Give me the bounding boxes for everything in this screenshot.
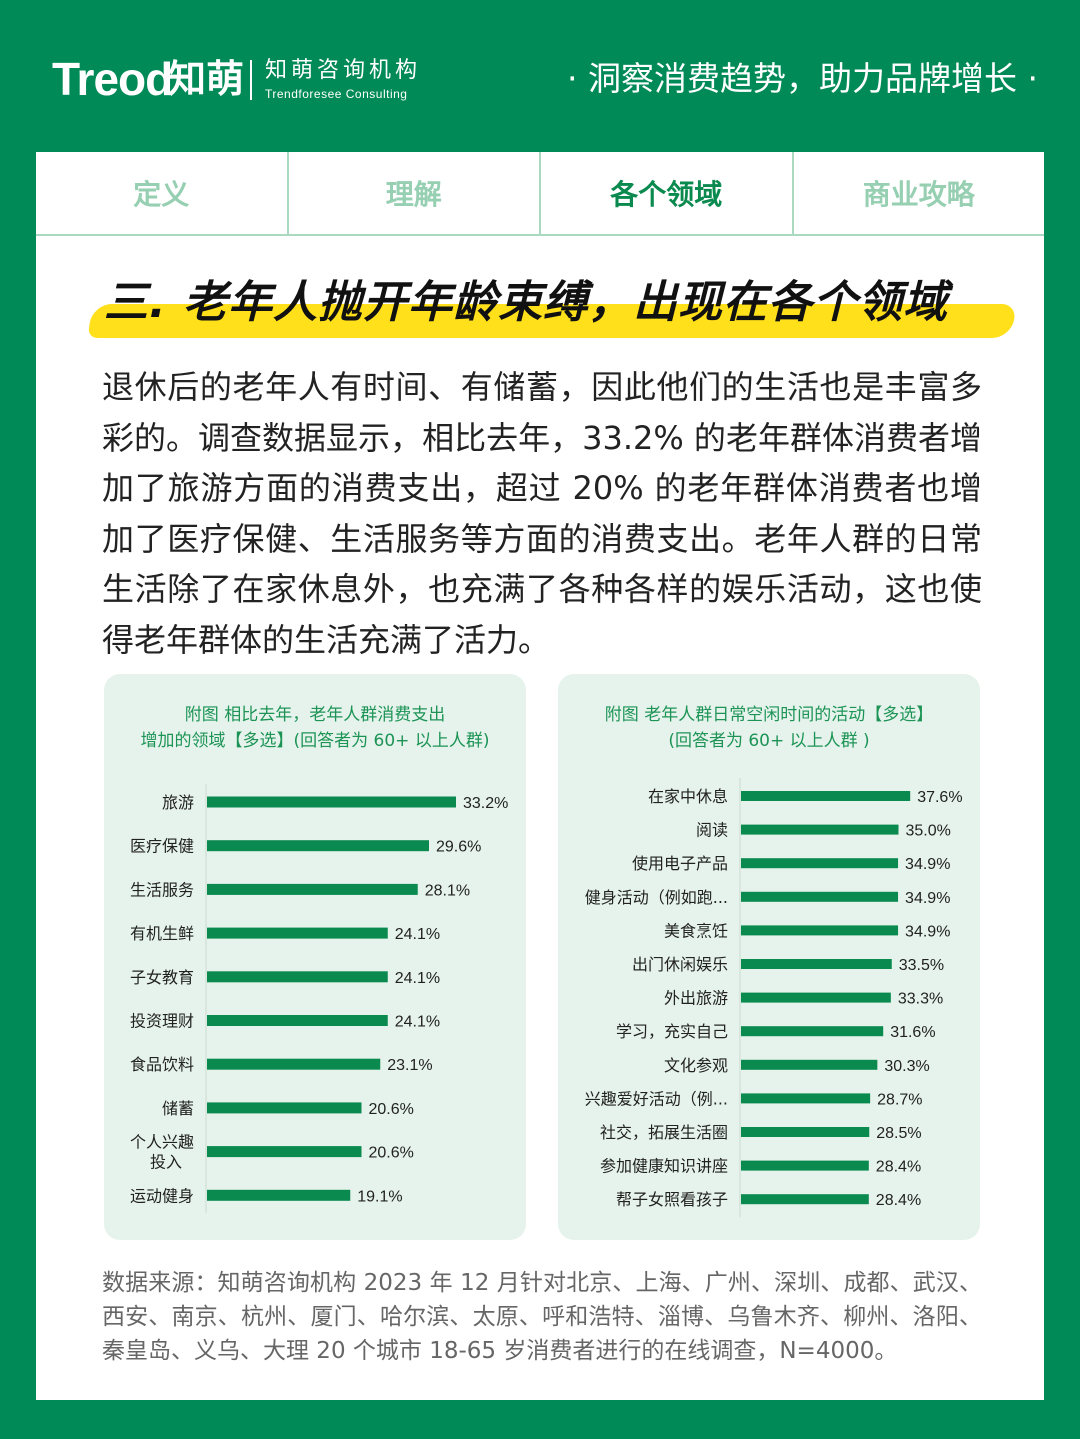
chart-panel-leisure: 附图 老年人群日常空闲时间的活动【多选】 (回答者为 60+ 以上人群 ) 在家…	[558, 674, 980, 1240]
bar	[207, 1102, 362, 1114]
category-label: 阅读	[696, 821, 728, 840]
data-source-note: 数据来源：知萌咨询机构 2023 年 12 月针对北京、上海、广州、深圳、成都、…	[102, 1270, 982, 1364]
tab-business-strategy[interactable]: 商业攻略	[862, 178, 975, 211]
value-label: 20.6%	[369, 1145, 414, 1162]
bar	[207, 840, 429, 852]
value-label: 19.1%	[357, 1188, 402, 1205]
category-label: 帮子女照看孩子	[616, 1190, 728, 1209]
value-label: 34.9%	[905, 890, 950, 907]
category-label: 运动健身	[130, 1186, 194, 1205]
category-label: 出门休闲娱乐	[632, 955, 728, 974]
category-label: 旅游	[162, 793, 194, 812]
tab-bar: 定义 理解 各个领域 商业攻略	[36, 152, 1044, 236]
category-label: 使用电子产品	[632, 854, 728, 873]
value-label: 33.5%	[899, 957, 944, 974]
slogan: · 洞察消费趋势，助力品牌增长 ·	[567, 59, 1038, 98]
bar	[741, 1093, 871, 1104]
bar	[741, 791, 911, 801]
value-label: 34.9%	[905, 923, 950, 940]
bar	[207, 1146, 362, 1158]
bar	[741, 1059, 878, 1070]
section-title-block: 三. 老年人抛开年龄束缚，出现在各个领域	[36, 264, 1044, 364]
bar	[207, 883, 418, 895]
value-label: 24.1%	[395, 926, 440, 943]
value-label: 33.2%	[463, 795, 508, 812]
value-label: 29.6%	[436, 839, 481, 856]
content-card: 定义 理解 各个领域 商业攻略 三. 老年人抛开年龄束缚，出现在各个领域 退休后…	[36, 152, 1044, 1400]
category-label: 外出旅游	[664, 989, 728, 1008]
value-label: 20.6%	[369, 1101, 414, 1118]
category-label: 储蓄	[162, 1099, 194, 1118]
chart-title-leisure: 附图 老年人群日常空闲时间的活动【多选】 (回答者为 60+ 以上人群 )	[568, 702, 970, 754]
value-label: 23.1%	[387, 1057, 432, 1074]
category-label: 个人兴趣投入	[130, 1133, 194, 1172]
brand-logo-en: Treod	[52, 53, 173, 105]
value-label: 33.3%	[898, 991, 943, 1008]
bar	[207, 1189, 351, 1201]
org-name-cn: 知萌咨询机构	[265, 58, 422, 83]
value-label: 24.1%	[395, 1014, 440, 1031]
chart-title-line1: 附图 老年人群日常空闲时间的活动【多选】	[604, 705, 934, 725]
bar	[207, 796, 456, 808]
chart-panel-spending: 附图 相比去年，老年人群消费支出 增加的领域【多选】(回答者为 60+ 以上人群…	[104, 674, 526, 1240]
org-name-en: Trendforesee Consulting	[265, 87, 408, 101]
value-label: 28.4%	[876, 1192, 921, 1209]
category-label: 子女教育	[130, 968, 194, 987]
bar	[741, 1194, 869, 1205]
category-label: 生活服务	[130, 880, 194, 899]
bar	[207, 1058, 381, 1070]
value-label: 31.6%	[890, 1024, 935, 1041]
value-label: 34.9%	[905, 856, 950, 873]
category-label: 在家中休息	[648, 787, 728, 806]
category-label: 美食烹饪	[664, 921, 728, 940]
bar	[741, 1127, 870, 1137]
chart-title-spending: 附图 相比去年，老年人群消费支出 增加的领域【多选】(回答者为 60+ 以上人群…	[114, 702, 516, 754]
category-label: 社交，拓展生活圈	[600, 1123, 728, 1142]
category-label: 学习，充实自己	[616, 1022, 728, 1041]
header: Treod 知萌 知萌咨询机构 Trendforesee Consulting …	[0, 0, 1080, 152]
section-title: 三. 老年人抛开年龄束缚，出现在各个领域	[104, 277, 949, 328]
chart-title-line1: 附图 相比去年，老年人群消费支出	[184, 705, 446, 725]
value-label: 30.3%	[884, 1058, 929, 1075]
bar	[741, 891, 899, 902]
category-label: 健身活动（例如跑...	[585, 888, 728, 907]
category-label: 有机生鲜	[130, 924, 194, 943]
tab-understanding[interactable]: 理解	[289, 152, 541, 234]
brand-logo-cn: 知萌	[168, 57, 245, 101]
category-label: 参加健康知识讲座	[600, 1157, 728, 1176]
category-label: 兴趣爱好活动（例...	[585, 1089, 728, 1108]
value-label: 28.5%	[876, 1125, 921, 1142]
bar	[207, 927, 388, 939]
chart-title-line2: (回答者为 60+ 以上人群 )	[668, 731, 870, 751]
category-label: 医疗保健	[130, 837, 194, 856]
bar	[741, 858, 899, 869]
bar	[741, 1026, 884, 1037]
category-label: 文化参观	[664, 1056, 728, 1075]
value-label: 28.1%	[425, 882, 470, 899]
body-paragraph: 退休后的老年人有时间、有储蓄，因此他们的生活也是丰富多彩的。调查数据显示，相比去…	[102, 368, 982, 659]
bar	[207, 1015, 388, 1026]
bar	[741, 824, 899, 835]
category-label: 食品饮料	[130, 1055, 194, 1074]
tab-definition[interactable]: 定义	[36, 152, 289, 234]
chart-title-line2: 增加的领域【多选】(回答者为 60+ 以上人群)	[140, 731, 490, 751]
bar	[207, 971, 388, 983]
logo-divider	[250, 60, 252, 100]
bar	[741, 959, 892, 969]
value-label: 35.0%	[906, 823, 951, 840]
value-label: 28.4%	[876, 1159, 921, 1176]
bar	[741, 992, 891, 1003]
bar	[741, 925, 899, 936]
value-label: 37.6%	[917, 789, 962, 806]
category-label: 投资理财	[130, 1012, 194, 1031]
bar	[741, 1160, 869, 1171]
tab-fields[interactable]: 各个领域	[541, 152, 794, 234]
value-label: 28.7%	[877, 1091, 922, 1108]
value-label: 24.1%	[395, 970, 440, 987]
leisure-bar-chart: 在家中休息 37.6% 阅读 35.0% 使用电子产品 34.9% 健身活动（例如跑... 3…	[585, 778, 963, 1218]
spending-bar-chart: 旅游 33.2% 医疗保健 29.6% 生活服务 28.1% 有机生鲜 24.1% 子女教育 24…	[130, 784, 508, 1214]
